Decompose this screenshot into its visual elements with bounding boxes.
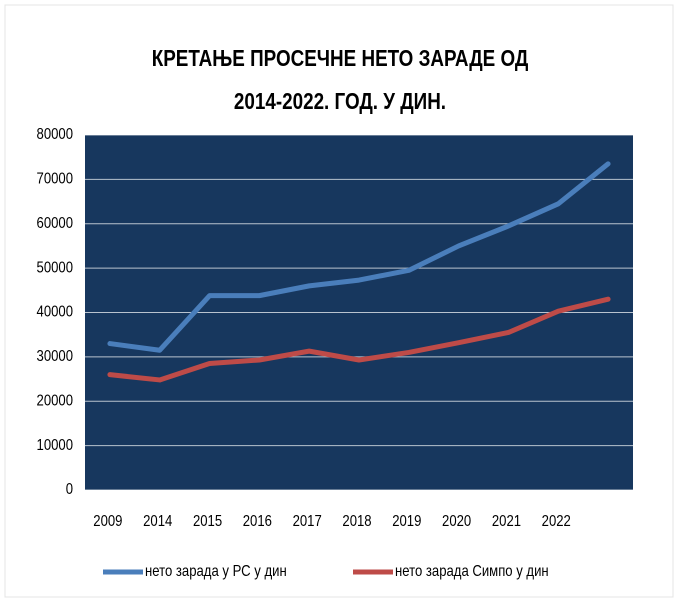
y-tick-label: 70000 bbox=[37, 170, 73, 187]
x-tick-label: 2015 bbox=[193, 513, 222, 530]
chart-title: 2014-2022. ГОД. У ДИН. bbox=[234, 89, 446, 114]
y-tick-label: 80000 bbox=[37, 126, 73, 143]
legend-label: нето зарада Симпо у дин bbox=[395, 563, 549, 580]
x-tick-label: 2022 bbox=[542, 513, 571, 530]
series-line bbox=[107, 296, 611, 383]
x-tick-label: 2020 bbox=[442, 513, 471, 530]
chart-title: КРЕТАЊЕ ПРОСЕЧНЕ НЕТО ЗАРАДЕ ОД bbox=[152, 46, 529, 71]
x-tick-label: 2014 bbox=[143, 513, 172, 530]
legend-label: нето зарада у РС у дин bbox=[145, 563, 287, 580]
x-tick-label: 2016 bbox=[243, 513, 272, 530]
x-tick-label: 2021 bbox=[492, 513, 521, 530]
y-tick-label: 40000 bbox=[37, 304, 73, 321]
series-line bbox=[107, 161, 611, 353]
y-tick-label: 10000 bbox=[37, 437, 73, 454]
y-tick-label: 20000 bbox=[37, 392, 73, 409]
x-tick-label: 2018 bbox=[342, 513, 371, 530]
y-tick-label: 30000 bbox=[37, 348, 73, 365]
x-tick-label: 2009 bbox=[93, 513, 122, 530]
y-tick-label: 60000 bbox=[37, 215, 73, 232]
x-tick-label: 2017 bbox=[293, 513, 322, 530]
x-tick-label: 2019 bbox=[392, 513, 421, 530]
y-tick-label: 0 bbox=[66, 481, 73, 498]
y-tick-label: 50000 bbox=[37, 259, 73, 276]
